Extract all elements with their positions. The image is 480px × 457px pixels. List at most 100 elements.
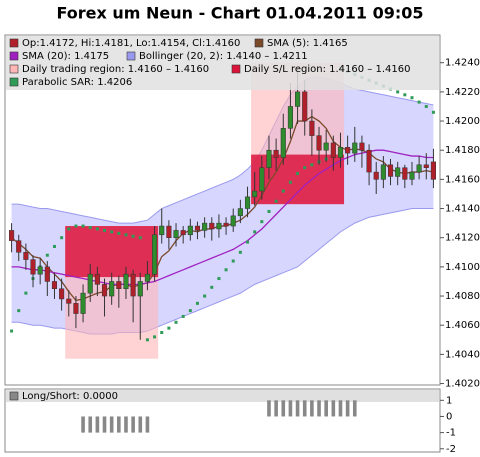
legend-label: Op:1.4172, Hi:1.4181, Lo:1.4154, Cl:1.41… [22,38,240,49]
sar-dot [246,240,250,244]
candle-body [316,135,322,151]
long-short-bar [124,416,128,433]
sar-dot [74,224,78,228]
sar-dot [253,230,257,234]
candle-body [252,190,258,198]
candle-body [373,171,379,180]
sar-dot [153,335,157,339]
legend-label: Daily trading region: 1.4160 – 1.4160 [22,64,209,75]
candle-body [337,147,344,158]
legend-swatch [254,38,264,48]
legend-swatch [9,51,19,61]
candle-body [66,298,72,304]
candle-body [287,106,293,129]
long-short-bar [95,416,100,433]
y-tick-label: 1.4200 [445,116,480,127]
y-tick-label: 1.4080 [445,291,480,302]
candle-body [144,273,150,282]
sub-legend-box [6,390,439,402]
candle-body [323,142,329,151]
candle-body [73,303,79,314]
sl-region [65,226,159,278]
sar-dot [296,172,300,176]
long-short-bar [338,400,343,417]
chart-title: Forex um Neun - Chart 01.04.2011 09:05 [56,4,423,23]
candle-body [209,222,215,230]
long-short-bar [117,416,121,433]
long-short-bar [81,416,85,433]
long-short-bar [331,400,336,417]
sar-dot [281,189,285,193]
legend-label: Bollinger (20, 2): 1.4140 – 1.4211 [139,51,308,62]
long-short-bar [345,400,350,417]
sar-dot [110,230,114,234]
candle-body [194,225,201,231]
y-tick-label: 1.4160 [445,174,480,185]
sar-dot [167,326,171,330]
sar-dot [81,224,85,228]
sar-dot [217,277,221,281]
y-tick-label: 1.4220 [445,87,480,98]
long-short-bar [138,416,143,433]
long-short-bar [281,400,286,417]
legend-box [6,36,439,90]
candle-body [352,142,358,154]
sub-y-tick-label: -1 [446,428,456,439]
legend-label: SMA (5): 1.4165 [267,38,348,49]
sl-region [251,154,345,205]
sar-dot [17,309,21,313]
candle-body [30,259,36,275]
legend-swatch [126,51,136,61]
sar-dot [10,329,14,333]
candle-body [59,288,65,300]
candle-body [202,222,208,231]
candle-body [94,273,100,285]
y-tick-label: 1.4140 [445,204,480,215]
candle-body [37,266,43,275]
sar-dot [174,320,178,324]
candle-body [16,240,22,253]
candle-body [345,147,351,154]
legend-swatch [9,64,19,74]
long-short-bar [295,400,300,417]
candle-body [87,273,93,294]
sar-dot [403,93,407,97]
candle-body [44,266,50,282]
candle-body [259,167,265,192]
candle-body [244,196,251,209]
sar-dot [145,338,149,342]
candle-body [366,149,372,173]
sar-dot [117,231,121,235]
sar-dot [224,268,228,272]
sar-dot [431,110,435,114]
candle-body [230,215,236,227]
sar-dot [288,180,292,184]
long-short-bar [302,400,307,417]
candle-body [80,292,86,314]
long-short-bar [274,400,278,417]
legend-swatch [9,38,19,48]
y-tick-label: 1.4180 [445,145,480,156]
candle-body [295,91,301,107]
candle-body [23,252,29,260]
candle-body [9,230,15,241]
long-short-bar [288,400,293,417]
sar-dot [138,236,142,240]
candle-body [116,281,122,290]
legend-label: Daily S/L region: 1.4160 – 1.4160 [244,64,410,75]
legend-label: SMA (20): 1.4175 [22,51,109,62]
candle-body [152,234,158,275]
candle-body [359,142,365,151]
sar-dot [260,220,264,224]
y-tick-label: 1.4060 [445,320,480,331]
sar-dot [160,331,164,334]
candle-body [109,281,115,297]
candle-body [173,230,179,238]
legend-swatch [9,77,19,87]
sar-dot [238,250,242,254]
candle-body [309,120,315,136]
candle-body [130,273,136,297]
sar-dot [124,233,128,237]
candle-body [409,171,415,180]
